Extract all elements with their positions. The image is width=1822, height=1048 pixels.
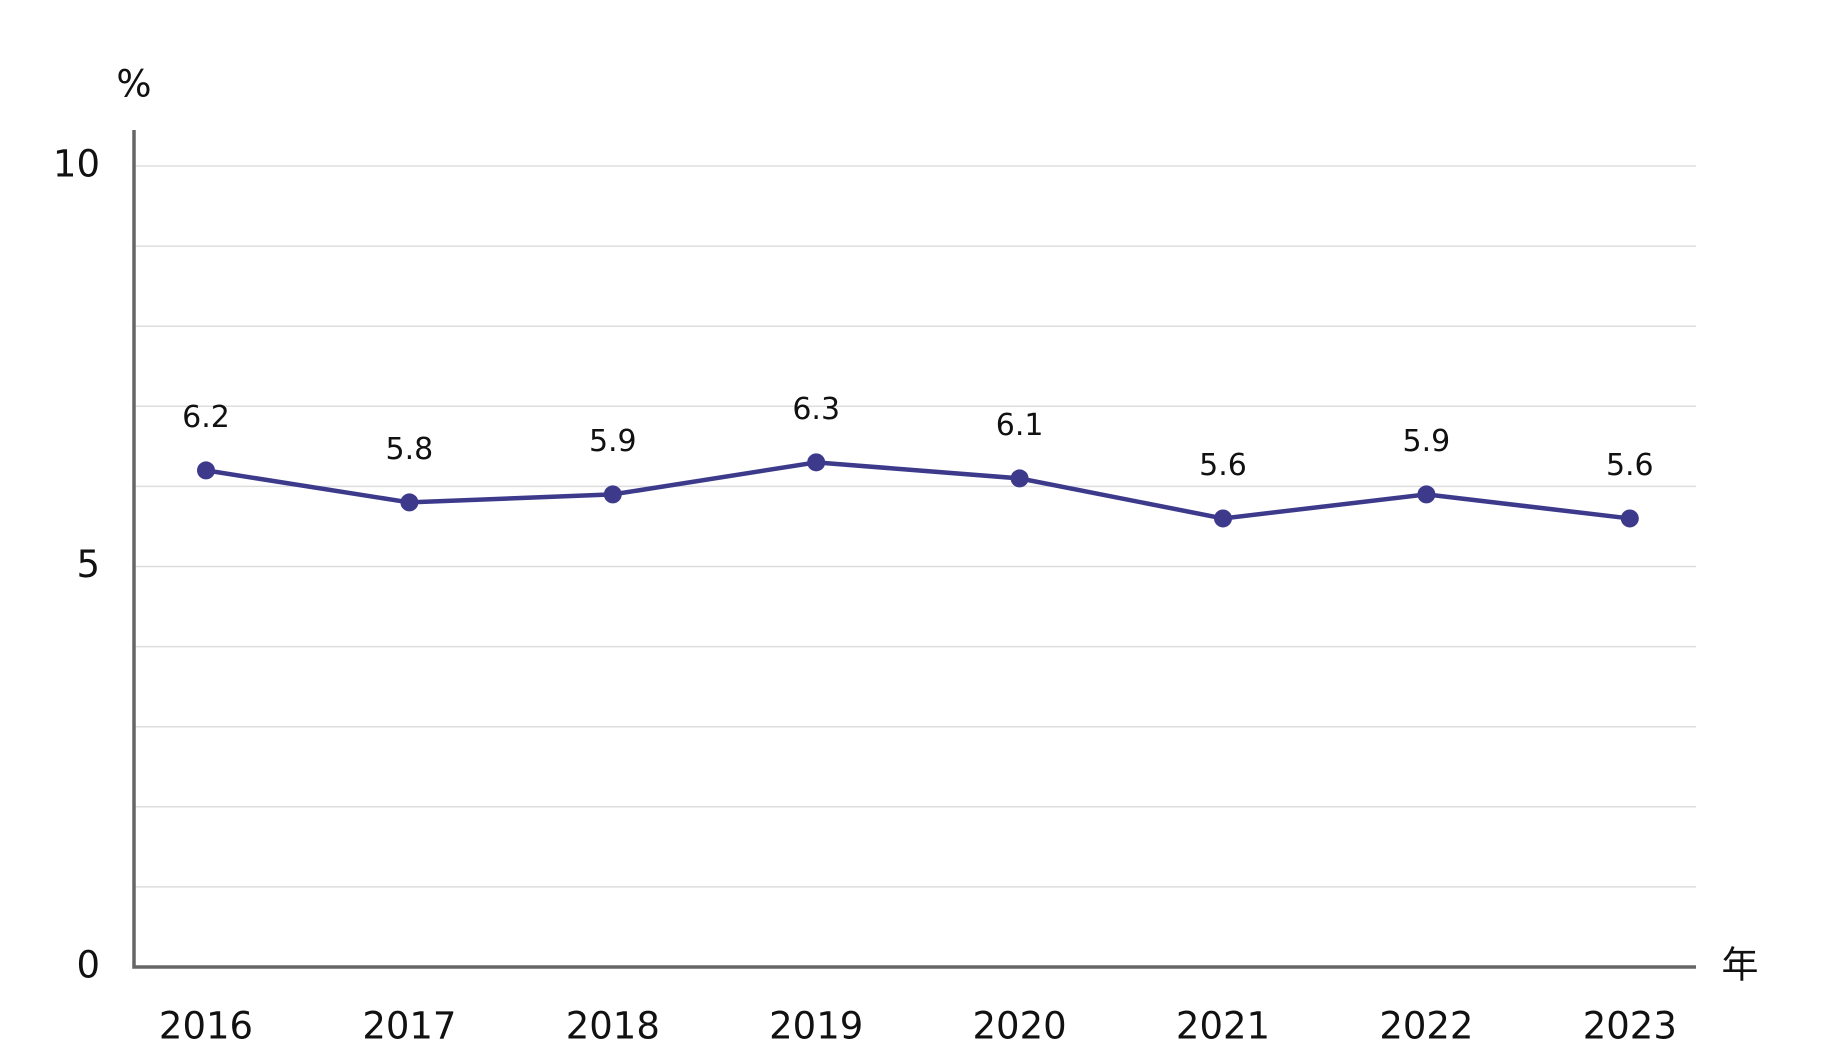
y-tick-label: 10: [53, 143, 100, 186]
x-tick-label: 2017: [362, 1005, 456, 1048]
value-label: 5.8: [386, 432, 434, 467]
x-tick-label: 2016: [159, 1005, 253, 1048]
value-label: 5.9: [589, 424, 637, 459]
point: [400, 493, 419, 512]
value-label: 6.1: [996, 408, 1044, 443]
line: [205, 460, 1631, 521]
y-tick-label: 5: [76, 543, 100, 586]
value-label: 6.2: [182, 400, 230, 435]
point: [603, 485, 622, 504]
x-unit: 年: [1722, 944, 1759, 987]
x-tick-label: 2019: [769, 1005, 863, 1048]
x-tick-label: 2022: [1379, 1005, 1473, 1048]
x-tick-label: 2018: [566, 1005, 660, 1048]
y-tick-label: 0: [76, 944, 100, 987]
point: [1620, 509, 1639, 528]
x-tick-label: 2021: [1176, 1005, 1270, 1048]
x-tick-label: 2020: [973, 1005, 1067, 1048]
value-label: 5.6: [1606, 448, 1654, 483]
point: [807, 453, 826, 472]
y-unit: %: [116, 63, 151, 106]
point: [1417, 485, 1436, 504]
point: [1214, 509, 1232, 528]
value-label: 6.3: [792, 392, 840, 427]
point: [197, 461, 215, 480]
point: [1010, 469, 1029, 488]
axis: [132, 130, 1696, 969]
value-label: 5.6: [1199, 448, 1247, 483]
x-tick-label: 2023: [1583, 1005, 1677, 1048]
value-label: 5.9: [1403, 424, 1451, 459]
